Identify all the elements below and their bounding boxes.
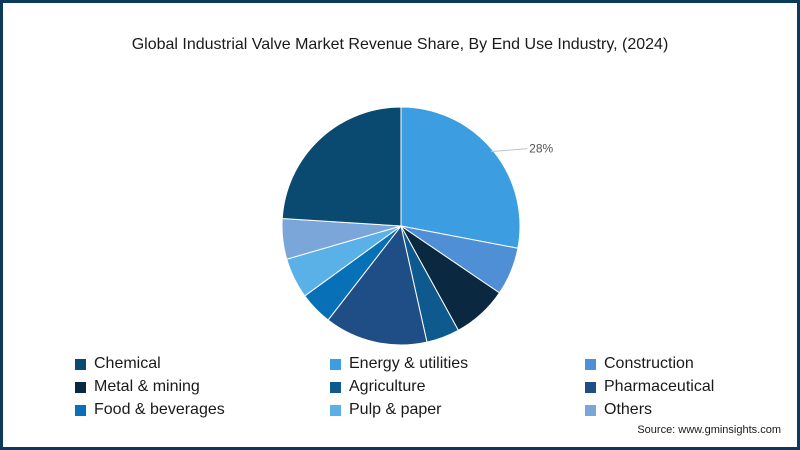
- legend-item-pulp-paper: Pulp & paper: [330, 401, 442, 419]
- data-label: 28%: [529, 142, 553, 156]
- chart-title: Global Industrial Valve Market Revenue S…: [131, 36, 669, 53]
- legend-swatch: [75, 381, 86, 393]
- legend-item-energy-utilities: Energy & utilities: [330, 355, 468, 373]
- data-label-leader: [490, 148, 528, 153]
- legend-swatch: [585, 358, 596, 370]
- legend-item-metal-mining: Metal & mining: [75, 378, 200, 396]
- legend-item-construction: Construction: [585, 355, 694, 373]
- legend-label: Agriculture: [349, 378, 426, 395]
- legend-label: Construction: [604, 355, 694, 372]
- legend-swatch: [330, 381, 341, 393]
- legend-item-others: Others: [585, 401, 652, 419]
- legend-label: Pulp & paper: [349, 401, 442, 418]
- pie-slice-energy-utilities: [400, 106, 521, 249]
- legend-swatch: [585, 381, 596, 393]
- legend-item-agriculture: Agriculture: [330, 378, 425, 396]
- legend-swatch: [75, 404, 86, 416]
- legend-label: Others: [604, 401, 653, 418]
- pie-slice-chemical: [281, 106, 402, 227]
- pie-chart: 28%: [281, 106, 553, 346]
- source-note: Source: www.gminsights.com: [637, 424, 781, 436]
- legend-swatch: [330, 404, 341, 416]
- legend-label: Pharmaceutical: [604, 378, 715, 395]
- legend-label: Chemical: [94, 355, 161, 372]
- legend-label: Metal & mining: [94, 378, 200, 395]
- legend-item-food-beverages: Food & beverages: [75, 401, 225, 419]
- legend-item-pharmaceutical: Pharmaceutical: [585, 378, 714, 396]
- legend-swatch: [585, 404, 596, 416]
- pie-slice-pharmaceutical: [327, 224, 428, 346]
- legend-swatch: [330, 358, 341, 370]
- legend-label: Food & beverages: [94, 401, 225, 418]
- legend-swatch: [75, 358, 86, 370]
- legend-label: Energy & utilities: [349, 355, 469, 372]
- legend-item-chemical: Chemical: [75, 355, 161, 373]
